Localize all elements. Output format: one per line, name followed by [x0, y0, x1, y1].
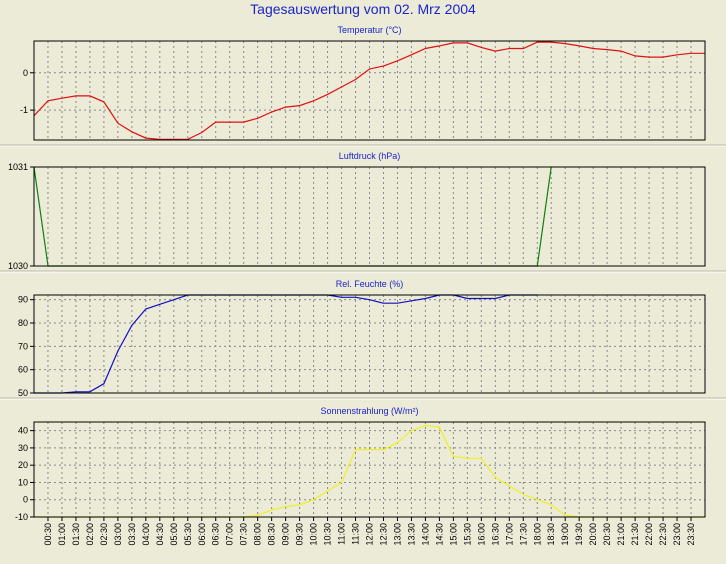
plot-border	[33, 40, 706, 141]
x-tick-label: 01:00	[57, 523, 67, 546]
x-tick-label: 20:00	[588, 523, 598, 546]
y-tick-label: -1	[20, 105, 28, 115]
y-tick-label: 10	[18, 477, 28, 487]
plot-border	[33, 294, 706, 394]
x-tick-label: 20:30	[602, 523, 612, 546]
x-tick-label: 06:00	[197, 523, 207, 546]
y-tick-label: 90	[18, 295, 28, 305]
x-tick-label: 05:00	[169, 523, 179, 546]
panel-title: Rel. Feuchte (%)	[336, 279, 404, 289]
x-tick-label: 02:00	[85, 523, 95, 546]
x-tick-label: 12:30	[378, 523, 388, 546]
x-tick-label: 06:30	[211, 523, 221, 546]
y-tick-label: 80	[18, 318, 28, 328]
series-line	[34, 294, 538, 394]
x-tick-label: 21:30	[630, 523, 640, 546]
plot-area	[34, 167, 705, 266]
x-tick-label: 00:30	[43, 523, 53, 546]
x-tick-label: 13:30	[406, 523, 416, 546]
x-tick-label: 22:30	[658, 523, 668, 546]
x-tick-label: 14:00	[420, 523, 430, 546]
y-tick-label: 0	[23, 68, 28, 78]
y-tick-label: 30	[18, 443, 28, 453]
x-tick-label: 13:00	[392, 523, 402, 546]
x-tick-label: 19:30	[574, 523, 584, 546]
panel-title: Temperatur (°C)	[337, 25, 401, 35]
x-tick-label: 23:30	[686, 523, 696, 546]
x-tick-label: 18:30	[546, 523, 556, 546]
y-tick-label: 20	[18, 460, 28, 470]
y-tick-label: -10	[15, 512, 28, 522]
x-tick-label: 04:00	[141, 523, 151, 546]
y-tick-label: 0	[23, 495, 28, 505]
x-tick-label: 01:30	[71, 523, 81, 546]
x-tick-label: 07:30	[239, 523, 249, 546]
x-tick-label: 22:00	[644, 523, 654, 546]
x-tick-label: 12:00	[365, 523, 375, 546]
plot-area	[34, 295, 705, 393]
x-tick-label: 02:30	[99, 523, 109, 546]
page-title: Tagesauswertung vom 02. Mrz 2004	[250, 1, 476, 17]
x-tick-label: 10:00	[309, 523, 319, 546]
panel-title: Sonnenstrahlung (W/m²)	[320, 406, 418, 416]
x-tick-label: 11:30	[351, 523, 361, 545]
x-tick-label: 19:00	[560, 523, 570, 546]
x-tick-label: 07:00	[225, 523, 235, 546]
x-tick-label: 23:00	[672, 523, 682, 546]
x-tick-label: 21:00	[616, 523, 626, 546]
x-tick-label: 09:30	[295, 523, 305, 546]
x-tick-label: 04:30	[155, 523, 165, 546]
x-tick-label: 17:30	[518, 523, 528, 546]
y-tick-label: 40	[18, 426, 28, 436]
x-tick-label: 09:00	[281, 523, 291, 546]
panel-title: Luftdruck (hPa)	[339, 151, 401, 161]
x-tick-label: 17:00	[504, 523, 514, 546]
y-tick-label: 1031	[8, 162, 28, 172]
x-tick-label: 15:30	[462, 523, 472, 546]
x-tick-label: 16:30	[490, 523, 500, 546]
y-tick-label: 50	[18, 388, 28, 398]
series-line	[34, 41, 705, 140]
x-tick-label: 03:00	[113, 523, 123, 546]
x-tick-label: 10:30	[323, 523, 333, 546]
y-tick-label: 70	[18, 341, 28, 351]
x-tick-label: 16:00	[476, 523, 486, 546]
x-tick-label: 11:00	[337, 523, 347, 545]
x-tick-label: 08:30	[267, 523, 277, 546]
x-tick-label: 03:30	[127, 523, 137, 546]
x-tick-label: 15:00	[448, 523, 458, 546]
plot-area	[34, 41, 705, 140]
x-tick-label: 18:00	[532, 523, 542, 546]
x-tick-label: 14:30	[434, 523, 444, 546]
y-tick-label: 60	[18, 365, 28, 375]
y-tick-label: 1030	[8, 261, 28, 271]
plot-border	[33, 166, 706, 267]
x-tick-label: 05:30	[183, 523, 193, 546]
x-tick-label: 08:00	[253, 523, 263, 546]
